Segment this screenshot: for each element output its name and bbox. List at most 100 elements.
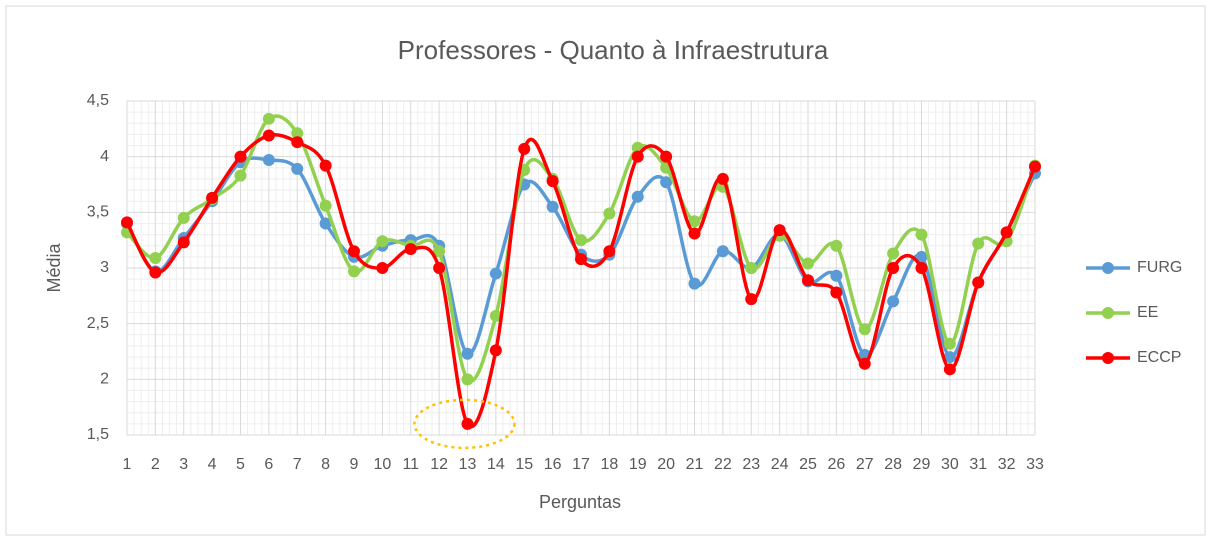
y-tick-label: 3,5: [87, 204, 109, 221]
x-tick-label: 21: [686, 456, 704, 473]
data-point: [716, 172, 729, 185]
data-point: [177, 211, 190, 224]
y-axis-label: Média: [44, 243, 64, 293]
legend-label: EE: [1137, 304, 1158, 321]
data-point: [915, 250, 928, 263]
data-point: [1000, 226, 1013, 239]
x-tick-label: 19: [629, 456, 647, 473]
data-point: [319, 217, 332, 230]
data-point: [404, 243, 417, 256]
data-point: [149, 266, 162, 279]
data-point: [887, 247, 900, 260]
data-point: [943, 363, 956, 376]
data-point: [943, 351, 956, 364]
y-tick-label: 3: [100, 259, 109, 276]
x-tick-label: 16: [544, 456, 562, 473]
x-tick-label: 32: [998, 456, 1016, 473]
x-tick-label: 20: [657, 456, 675, 473]
chart-title: Professores - Quanto à Infraestrutura: [398, 35, 829, 65]
legend-swatch-marker: [1102, 352, 1114, 364]
x-tick-label: 13: [459, 456, 477, 473]
x-tick-label: 25: [799, 456, 817, 473]
x-tick-label: 3: [179, 456, 188, 473]
legend-label: ECCP: [1137, 349, 1181, 366]
data-point: [887, 295, 900, 308]
x-tick-label: 31: [969, 456, 987, 473]
legend-swatch-marker: [1102, 262, 1114, 274]
data-point: [291, 162, 304, 175]
data-point: [177, 236, 190, 249]
data-point: [149, 251, 162, 264]
data-point: [489, 267, 502, 280]
x-tick-label: 23: [742, 456, 760, 473]
data-point: [660, 176, 673, 189]
x-tick-label: 30: [941, 456, 959, 473]
x-tick-label: 15: [515, 456, 533, 473]
data-point: [716, 245, 729, 258]
data-point: [603, 207, 616, 220]
data-point: [348, 265, 360, 278]
data-point: [745, 262, 758, 274]
x-tick-label: 5: [236, 456, 245, 473]
data-point: [972, 237, 985, 250]
data-point: [631, 150, 644, 163]
x-axis-label: Perguntas: [539, 492, 621, 512]
highlight-ellipse: [413, 398, 516, 450]
data-point: [319, 199, 332, 212]
x-tick-label: 27: [856, 456, 874, 473]
x-tick-label: 18: [600, 456, 618, 473]
data-point: [575, 234, 587, 247]
x-tick-label: 33: [1026, 456, 1044, 473]
x-tick-label: 4: [208, 456, 217, 473]
x-tick-label: 2: [151, 456, 160, 473]
y-tick-label: 2: [100, 371, 109, 388]
x-tick-label: 10: [373, 456, 391, 473]
data-point: [489, 309, 502, 322]
x-tick-label: 11: [402, 456, 419, 473]
data-point: [206, 191, 219, 204]
data-point: [830, 269, 843, 282]
data-point: [433, 245, 446, 258]
data-point: [518, 142, 531, 155]
data-point: [291, 127, 304, 140]
data-point: [546, 175, 559, 188]
data-point: [461, 347, 474, 360]
data-point: [348, 245, 360, 258]
x-tick-label: 7: [293, 456, 302, 473]
data-point: [291, 136, 304, 149]
x-tick-label: 28: [884, 456, 902, 473]
data-point: [262, 129, 275, 142]
data-point: [802, 257, 814, 270]
data-point: [631, 190, 644, 203]
data-point: [660, 150, 673, 163]
x-tick-label: 29: [913, 456, 931, 473]
data-point: [234, 150, 247, 163]
data-point: [433, 262, 446, 274]
data-point: [688, 215, 701, 228]
x-tick-label: 22: [714, 456, 732, 473]
data-point: [972, 276, 985, 289]
data-point: [461, 373, 474, 386]
data-point: [603, 245, 616, 258]
data-point: [887, 262, 900, 274]
y-tick-label: 2,5: [87, 315, 109, 332]
data-point: [546, 200, 559, 213]
y-tick-label: 4: [100, 148, 109, 165]
x-tick-label: 1: [123, 456, 132, 473]
x-tick-label: 12: [430, 456, 448, 473]
data-point: [262, 112, 275, 125]
data-point: [858, 357, 871, 370]
x-tick-label: 8: [321, 456, 330, 473]
data-point: [1029, 160, 1041, 173]
data-point: [802, 274, 814, 287]
data-point: [773, 224, 786, 237]
y-tick-label: 1,5: [87, 426, 109, 443]
data-point: [234, 169, 247, 182]
data-point: [915, 228, 928, 241]
data-point: [262, 154, 275, 167]
data-point: [489, 344, 502, 357]
data-point: [830, 239, 843, 252]
x-tick-label: 14: [487, 456, 505, 473]
data-point: [943, 337, 956, 350]
